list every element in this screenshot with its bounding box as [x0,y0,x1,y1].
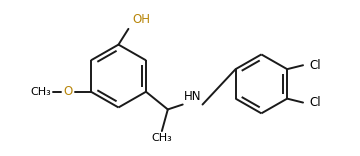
Text: CH₃: CH₃ [31,87,51,97]
Text: OH: OH [132,13,150,26]
Text: Cl: Cl [309,96,321,109]
Text: CH₃: CH₃ [152,133,172,143]
Text: HN: HN [184,90,201,102]
Text: Cl: Cl [309,59,321,72]
Text: O: O [64,85,73,98]
